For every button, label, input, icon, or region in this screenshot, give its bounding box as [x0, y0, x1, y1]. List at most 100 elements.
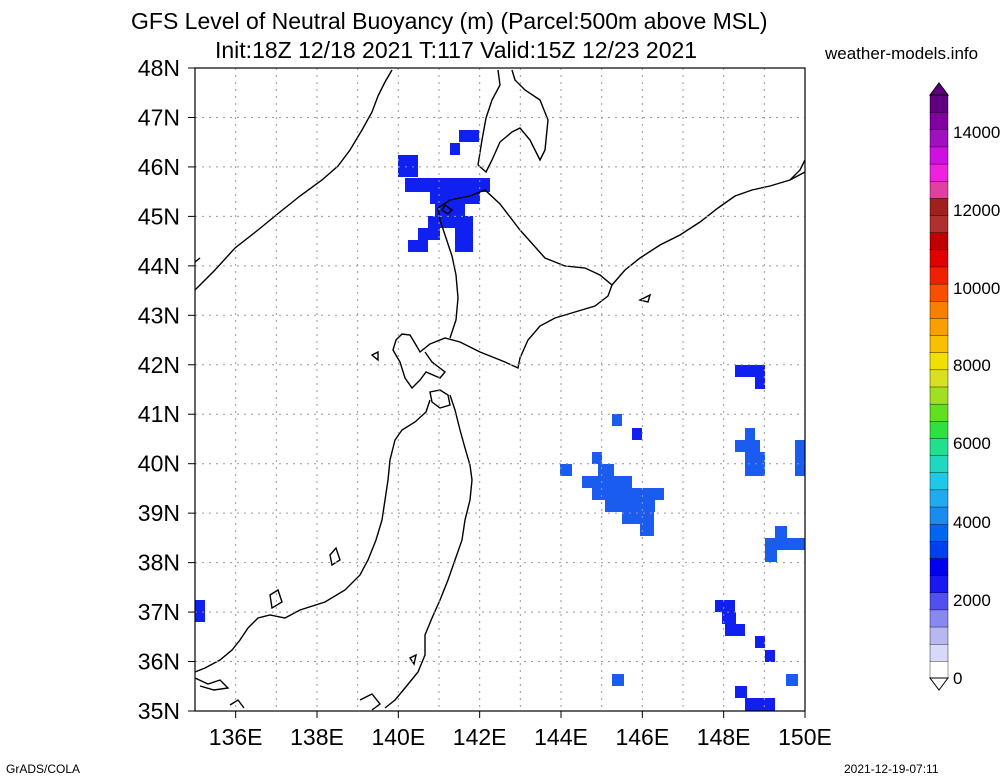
lat-label: 41N [138, 401, 180, 427]
colorbar-segment [929, 129, 949, 148]
colorbar-segment [929, 592, 949, 611]
colorbar-segment [929, 180, 949, 199]
footer-software: GrADS/COLA [6, 762, 81, 776]
value-cell [715, 600, 735, 612]
colorbar-segment [929, 540, 949, 559]
value-cell [605, 500, 655, 512]
lat-label: 44N [138, 253, 180, 279]
value-cell [430, 192, 480, 204]
value-cell [755, 636, 765, 648]
colorbar-segment [929, 626, 949, 645]
value-cell [775, 526, 787, 538]
colorbar-segment [929, 506, 949, 525]
value-cell [612, 674, 624, 686]
graticule [195, 68, 806, 711]
value-cell [428, 216, 473, 228]
colorbar-segment [929, 352, 949, 371]
value-cell [459, 130, 479, 142]
colorbar-segment [929, 643, 949, 662]
longitude-labels: 136E 138E 140E 142E 144E 146E 148E 150E [209, 711, 832, 750]
value-cell [745, 698, 775, 711]
coastline [194, 69, 806, 711]
colorbar-label: 6000 [953, 434, 991, 453]
value-cell [735, 365, 765, 377]
value-cell [612, 414, 622, 426]
value-cell [786, 674, 798, 686]
colorbar-segment [929, 197, 949, 216]
colorbar-segment [929, 420, 949, 439]
lat-label: 47N [138, 104, 180, 130]
colorbar-segment [929, 557, 949, 576]
value-cell [455, 228, 473, 252]
shaded-cells [195, 130, 805, 711]
colorbar-labels: 0 2000 4000 6000 8000 10000 12000 14000 [953, 123, 1000, 688]
colorbar-segment [929, 266, 949, 285]
colorbar-label: 10000 [953, 279, 1000, 298]
value-cell [405, 178, 490, 192]
lat-label: 35N [138, 698, 180, 724]
value-cell [745, 428, 755, 440]
lon-label: 142E [453, 724, 507, 750]
footer-timestamp: 2021-12-19-07:11 [844, 762, 939, 776]
lat-label: 37N [138, 599, 180, 625]
colorbar-segment [929, 437, 949, 456]
colorbar-segment [929, 523, 949, 542]
value-cell [722, 612, 736, 624]
chart-title: GFS Level of Neutral Buoyancy (m) (Parce… [131, 8, 768, 34]
colorbar-segment [929, 111, 949, 130]
value-cell [765, 538, 805, 550]
colorbar-label: 4000 [953, 513, 991, 532]
value-cell [765, 550, 777, 562]
lon-label: 148E [697, 724, 751, 750]
colorbar-segment [929, 214, 949, 233]
value-cell [598, 464, 614, 476]
colorbar-segment [929, 489, 949, 508]
colorbar-segment [929, 249, 949, 268]
value-cell [795, 440, 805, 476]
value-cell [632, 428, 642, 440]
value-cell [725, 624, 745, 636]
lon-label: 138E [290, 724, 344, 750]
lon-label: 136E [209, 724, 263, 750]
chart-subtitle: Init:18Z 12/18 2021 T:117 Valid:15Z 12/2… [215, 37, 698, 63]
colorbar-segment [929, 94, 949, 113]
value-cell [450, 143, 460, 155]
lon-label: 140E [371, 724, 425, 750]
colorbar-label: 2000 [953, 591, 991, 610]
value-cell [592, 488, 664, 500]
colorbar-label: 0 [953, 669, 962, 688]
value-cell [735, 440, 760, 452]
colorbar-segment [929, 369, 949, 388]
value-cell [398, 155, 418, 177]
lat-label: 38N [138, 550, 180, 576]
colorbar-segment [929, 317, 949, 336]
value-cell [735, 686, 747, 698]
plot-frame [194, 67, 806, 712]
value-cell [418, 228, 440, 240]
colorbar [929, 82, 949, 691]
lat-label: 45N [138, 203, 180, 229]
value-cell [195, 600, 205, 622]
value-cell [408, 240, 428, 252]
colorbar-segment [929, 454, 949, 473]
colorbar-min-arrow [929, 677, 949, 691]
colorbar-segment [929, 231, 949, 251]
value-cell [582, 476, 632, 488]
value-cell [640, 524, 654, 536]
lat-label: 46N [138, 154, 180, 180]
value-cell [592, 452, 602, 464]
colorbar-segment [929, 163, 949, 182]
colorbar-segment [929, 146, 949, 165]
colorbar-segment [929, 609, 949, 628]
lat-label: 43N [138, 302, 180, 328]
colorbar-segment [929, 300, 949, 319]
lon-label: 150E [778, 724, 832, 750]
colorbar-label: 14000 [953, 123, 1000, 142]
lat-label: 40N [138, 451, 180, 477]
colorbar-label: 12000 [953, 201, 1000, 220]
lat-label: 42N [138, 352, 180, 378]
colorbar-label: 8000 [953, 356, 991, 375]
colorbar-segment [929, 472, 949, 491]
colorbar-segment [929, 660, 949, 679]
